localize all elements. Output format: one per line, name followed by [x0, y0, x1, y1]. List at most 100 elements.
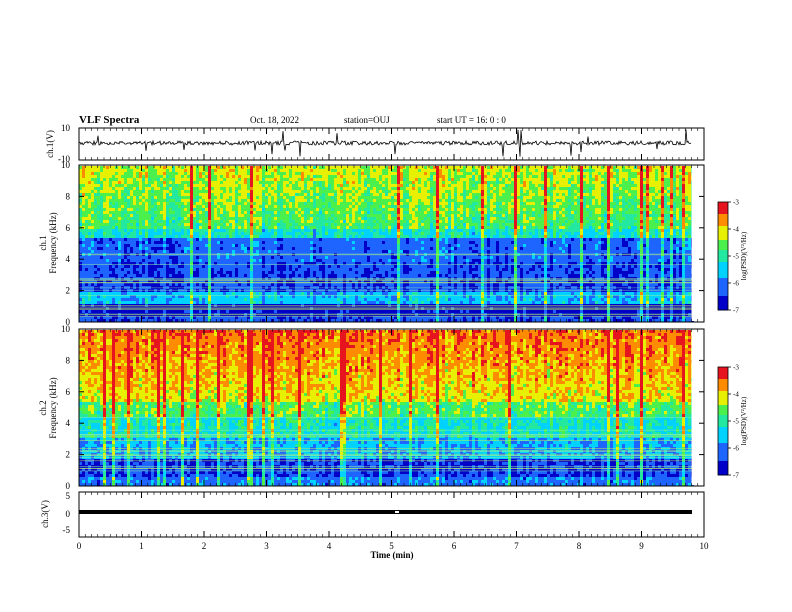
- spectrogram-cell: [322, 175, 328, 178]
- spectrogram-cell: [544, 175, 547, 178]
- spectrogram-cell: [343, 226, 346, 229]
- spectrogram-cell: [466, 193, 469, 196]
- spectrogram-cell: [292, 253, 295, 256]
- spectrogram-cell: [238, 166, 241, 169]
- spectrogram-cell: [493, 283, 499, 286]
- spectrogram-cell: [649, 199, 652, 202]
- spectrogram-cell: [622, 211, 625, 214]
- spectrogram-cell: [103, 202, 109, 205]
- spectrogram-cell: [121, 241, 136, 244]
- spectrogram-cell: [226, 235, 229, 238]
- spectrogram-cell: [382, 178, 385, 181]
- spectrogram-cell: [664, 268, 670, 271]
- spectrogram-cell: [133, 268, 136, 271]
- spectrogram-cell: [658, 172, 661, 175]
- spectrogram-cell: [139, 202, 142, 205]
- spectrogram-cell: [643, 190, 646, 193]
- spectrogram-cell: [523, 175, 526, 178]
- spectrogram-cell: [310, 217, 313, 220]
- spectrogram-cell: [367, 205, 370, 208]
- spectrogram-cell: [232, 205, 238, 208]
- spectrogram-cell: [145, 220, 148, 223]
- spectrogram-cell: [304, 208, 310, 211]
- spectrogram-cell: [607, 226, 610, 229]
- spectrogram-cell: [610, 181, 616, 184]
- spectrogram-cell: [448, 193, 451, 196]
- spectrogram-cell: [169, 175, 175, 178]
- spectrogram-cell: [664, 184, 670, 187]
- spectrogram-cell: [451, 247, 454, 250]
- spectrogram-cell: [379, 220, 385, 223]
- spectrogram-cell: [184, 280, 190, 283]
- spectrogram-cell: [490, 250, 496, 253]
- spectrogram-cell: [457, 238, 481, 241]
- spectrogram-cell: [610, 283, 613, 286]
- spectrogram-cell: [469, 259, 472, 262]
- spectrogram-cell: [520, 205, 544, 208]
- spectrogram-cell: [505, 211, 508, 214]
- spectrogram-cell: [214, 268, 220, 271]
- spectrogram-cell: [565, 214, 574, 217]
- spectrogram-cell: [319, 286, 325, 289]
- spectrogram-cell: [238, 229, 244, 232]
- spectrogram-cell: [487, 211, 490, 214]
- spectrogram-cell: [397, 274, 400, 277]
- spectrogram-cell: [568, 247, 571, 250]
- spectrogram-cell: [436, 190, 439, 193]
- spectrogram-cell: [640, 208, 643, 211]
- spectrogram-cell: [424, 223, 430, 226]
- spectrogram-cell: [226, 223, 229, 226]
- spectrogram-cell: [166, 229, 169, 232]
- spectrogram-cell: [682, 238, 685, 241]
- spectrogram-cell: [379, 268, 391, 271]
- spectrogram-cell: [199, 223, 202, 226]
- spectrogram-cell: [511, 226, 514, 229]
- spectrogram-cell: [391, 178, 397, 181]
- spectrogram-cell: [580, 229, 583, 232]
- spectrogram-cell: [448, 283, 451, 286]
- spectrogram-cell: [649, 283, 658, 286]
- spectrogram-cell: [271, 184, 277, 187]
- spectrogram-cell: [640, 238, 643, 241]
- spectrogram-cell: [487, 250, 490, 253]
- spectrogram-cell: [79, 187, 82, 190]
- spectrogram-cell: [220, 208, 223, 211]
- spectrogram-cell: [592, 214, 601, 217]
- spectrogram-cell: [385, 235, 397, 238]
- spectrogram-cell: [409, 199, 412, 202]
- spectrogram-cell: [676, 235, 682, 238]
- spectrogram-cell: [616, 166, 622, 169]
- spectrogram-cell: [451, 223, 454, 226]
- spectrogram-cell: [580, 181, 583, 184]
- spectrogram-cell: [121, 214, 124, 217]
- spectrogram-cell: [649, 214, 658, 217]
- spectrogram-cell: [667, 199, 670, 202]
- spectrogram-cell: [673, 250, 676, 253]
- spectrogram-cell: [445, 226, 448, 229]
- spectrogram-cell: [85, 202, 88, 205]
- spectrogram-cell: [307, 199, 310, 202]
- spectrogram-cell: [451, 202, 454, 205]
- spectrogram-cell: [544, 223, 547, 226]
- spectrogram-cell: [292, 229, 301, 232]
- spectrogram-cell: [151, 247, 163, 250]
- spectrogram-cell: [655, 280, 658, 283]
- spectrogram-cell: [595, 208, 601, 211]
- spectrogram-cell: [274, 178, 277, 181]
- spectrogram-cell: [274, 217, 277, 220]
- spectrogram-cell: [343, 280, 346, 283]
- spectrogram-cell: [553, 232, 556, 235]
- spectrogram-cell: [448, 268, 451, 271]
- spectrogram-cell: [181, 190, 184, 193]
- spectrogram-cell: [127, 181, 133, 184]
- spectrogram-cell: [568, 211, 571, 214]
- spectrogram-cell: [364, 181, 367, 184]
- spectrogram-cell: [499, 271, 502, 274]
- spectrogram-cell: [430, 202, 433, 205]
- spectrogram-cell: [166, 271, 175, 274]
- spectrogram-cell: [508, 208, 511, 211]
- spectrogram-cell: [487, 220, 490, 223]
- spectrogram-cell: [514, 184, 517, 187]
- spectrogram-cell: [142, 283, 160, 286]
- spectrogram-cell: [175, 268, 190, 271]
